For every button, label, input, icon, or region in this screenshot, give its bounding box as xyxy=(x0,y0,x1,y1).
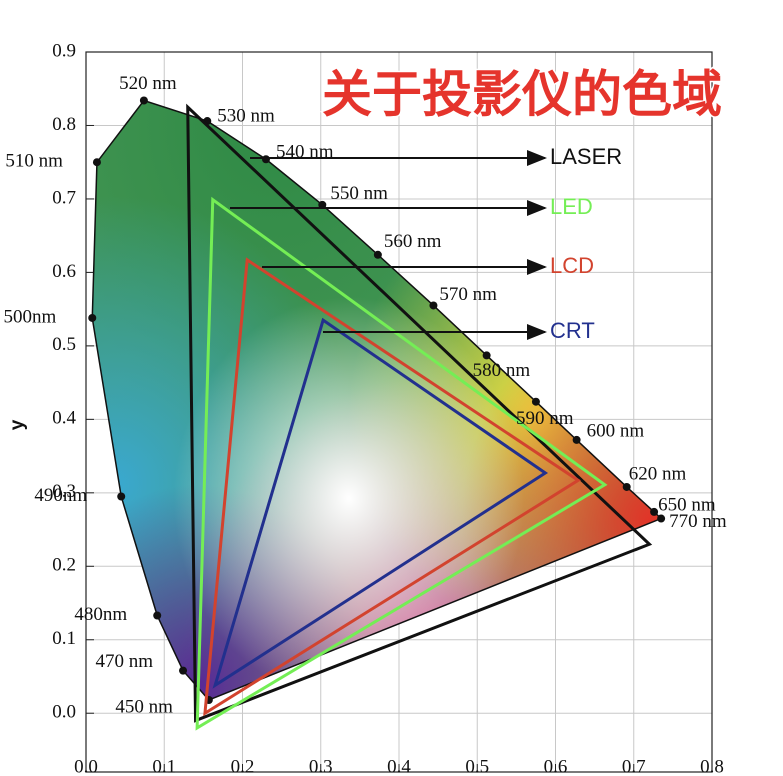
wavelength-label: 530 nm xyxy=(217,105,275,126)
locus-point xyxy=(572,435,581,444)
y-tick-label: 0.3 xyxy=(52,481,76,502)
wavelength-label: 520 nm xyxy=(119,73,177,94)
wavelength-label: 550 nm xyxy=(330,183,388,204)
locus-point xyxy=(657,514,666,523)
wavelength-label: 770 nm xyxy=(669,511,727,532)
locus-point xyxy=(318,200,327,209)
x-tick-label: 0.5 xyxy=(465,756,489,776)
plot-frame xyxy=(85,51,713,773)
chart-title: 关于投影仪的色域 xyxy=(322,66,722,124)
y-tick-label: 0.7 xyxy=(52,187,76,208)
locus-point xyxy=(429,301,438,310)
locus-point xyxy=(650,507,659,516)
locus-point xyxy=(153,611,162,620)
y-tick-label: 0.9 xyxy=(52,40,76,61)
wavelength-label: 620 nm xyxy=(629,463,687,484)
x-tick-label: 0.7 xyxy=(622,756,646,776)
locus-point xyxy=(482,351,491,360)
y-tick-label: 0.8 xyxy=(52,114,76,135)
gamut-label: LASER xyxy=(550,144,622,169)
wavelength-label: 470 nm xyxy=(95,651,153,672)
locus-point xyxy=(261,155,270,164)
x-tick-label: 0.4 xyxy=(387,756,411,776)
wavelength-label: 650 nm xyxy=(658,494,716,515)
x-tick-label: 0.3 xyxy=(309,756,333,776)
data xyxy=(88,96,666,731)
x-tick-label: 0.0 xyxy=(74,756,98,776)
locus-point xyxy=(531,397,540,406)
locus-point xyxy=(373,250,382,259)
locus-point xyxy=(622,482,631,491)
wavelength-label: 560 nm xyxy=(384,231,442,252)
gamut-triangle xyxy=(203,257,581,717)
locus-point xyxy=(117,492,126,501)
gamut-label: LED xyxy=(550,194,593,219)
wavelength-label: 480nm xyxy=(74,604,127,625)
wavelength-label: 500nm xyxy=(3,306,56,327)
y-axis-label: y xyxy=(7,419,28,430)
locus-point xyxy=(139,96,148,105)
gamut-triangle xyxy=(212,317,549,689)
wavelength-label: 510 nm xyxy=(5,151,63,172)
wavelength-label: 490nm xyxy=(34,485,87,506)
gamut-triangle xyxy=(195,196,608,731)
x-tick-label: 0.8 xyxy=(700,756,724,776)
y-tick-label: 0.6 xyxy=(52,261,76,282)
wavelength-label: 600 nm xyxy=(587,420,645,441)
y-tick-label: 0.0 xyxy=(52,702,76,723)
gamut-label: LCD xyxy=(550,253,594,278)
x-tick-label: 0.2 xyxy=(231,756,255,776)
y-tick-label: 0.5 xyxy=(52,334,76,355)
y-tick-label: 0.4 xyxy=(52,408,76,429)
locus-point xyxy=(92,158,101,167)
gamut-label: CRT xyxy=(550,318,595,343)
y-tick-label: 0.1 xyxy=(52,628,76,649)
wavelength-label: 580 nm xyxy=(473,360,531,381)
wavelength-label: 590 nm xyxy=(516,408,574,429)
wavelength-label: 450 nm xyxy=(115,696,173,717)
locus-point xyxy=(88,313,97,322)
y-tick-label: 0.2 xyxy=(52,555,76,576)
x-tick-label: 0.1 xyxy=(152,756,176,776)
x-tick-label: 0.6 xyxy=(544,756,568,776)
wavelength-label: 540 nm xyxy=(276,142,334,163)
wavelength-label: 570 nm xyxy=(439,284,497,305)
locus-point xyxy=(179,666,188,675)
gamut-triangle xyxy=(186,103,653,723)
